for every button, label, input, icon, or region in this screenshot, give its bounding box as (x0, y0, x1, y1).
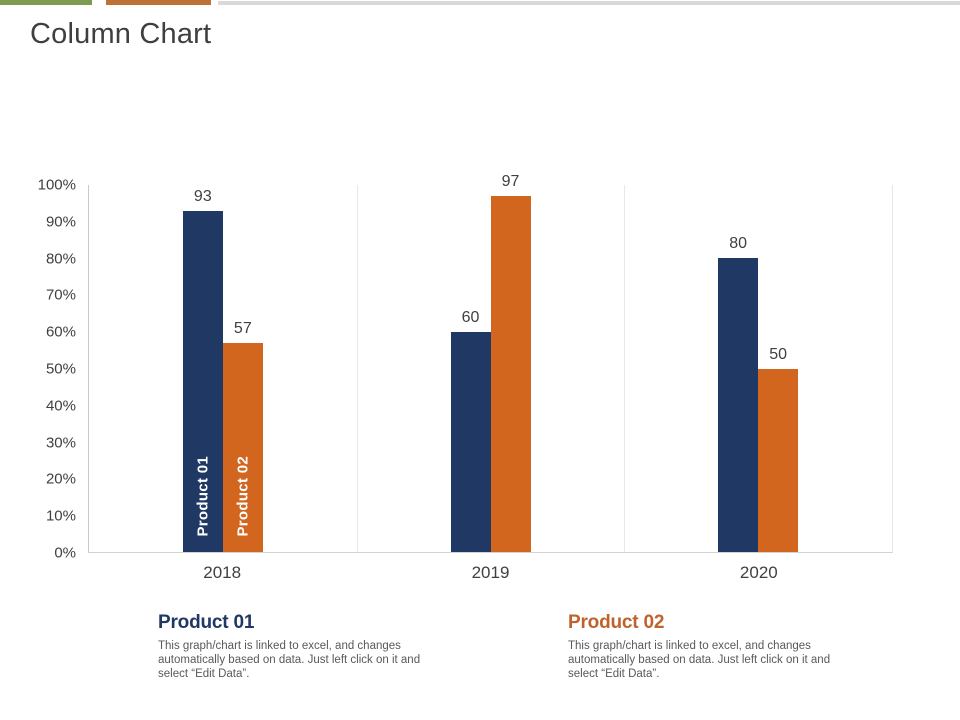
value-label: 60 (461, 308, 480, 326)
y-tick-label: 90% (45, 213, 76, 231)
plot-area: Product 01 93 Product 02 57 60 97 80 50 (88, 173, 893, 553)
legend-title-product-02: Product 02 (568, 612, 665, 633)
x-axis-label-2018: 2018 (203, 563, 242, 582)
bar-2018-product-01[interactable]: Product 01 (182, 210, 223, 552)
y-tick-label: 70% (45, 286, 76, 304)
bar-2020-product-02[interactable] (758, 368, 799, 552)
bar-2018-product-02[interactable]: Product 02 (222, 342, 263, 552)
x-axis: 2018 2019 2020 (88, 553, 893, 587)
y-tick-label: 60% (45, 323, 76, 341)
top-accent-strip (0, 0, 960, 8)
x-axis-label-2020: 2020 (739, 563, 778, 582)
value-label: 93 (193, 187, 212, 205)
strip-green-segment (0, 0, 92, 5)
value-label: 57 (233, 319, 252, 337)
y-tick-label: 100% (37, 176, 76, 194)
value-label: 80 (729, 235, 748, 253)
y-tick-label: 30% (45, 434, 76, 452)
value-label: 50 (769, 345, 788, 363)
bar-2019-product-02[interactable] (490, 196, 531, 552)
y-tick-label: 10% (45, 507, 76, 525)
legend-title-product-01: Product 01 (158, 612, 255, 633)
category-separator-gridline (356, 185, 358, 552)
series-label-in-bar: Product 02 (234, 456, 252, 537)
y-tick-label: 80% (45, 250, 76, 268)
legend-product-02: Product 02 This graph/chart is linked to… (568, 612, 858, 681)
value-label: 97 (501, 173, 520, 191)
y-tick-label: 50% (45, 360, 76, 378)
series-label-in-bar: Product 01 (194, 456, 212, 537)
legend-product-01: Product 01 This graph/chart is linked to… (158, 612, 448, 681)
bar-2019-product-01[interactable] (450, 331, 491, 552)
legend-description-product-01: This graph/chart is linked to excel, and… (158, 640, 421, 680)
y-tick-label: 20% (45, 470, 76, 488)
x-axis-label-2019: 2019 (471, 563, 510, 582)
y-axis: 0% 10% 20% 30% 40% 50% 60% 70% 80% 90% 100% (0, 177, 76, 562)
y-tick-label: 0% (54, 544, 76, 562)
legend-description-product-02: This graph/chart is linked to excel, and… (568, 640, 831, 680)
bar-2020-product-01[interactable] (718, 258, 759, 552)
strip-orange-segment (106, 0, 211, 5)
category-separator-gridline (624, 185, 626, 552)
y-tick-label: 40% (45, 397, 76, 415)
strip-gray-segment (218, 1, 960, 5)
page-title: Column Chart (30, 18, 212, 50)
column-chart[interactable]: 0% 10% 20% 30% 40% 50% 60% 70% 80% 90% 100% Produc… (0, 173, 960, 582)
